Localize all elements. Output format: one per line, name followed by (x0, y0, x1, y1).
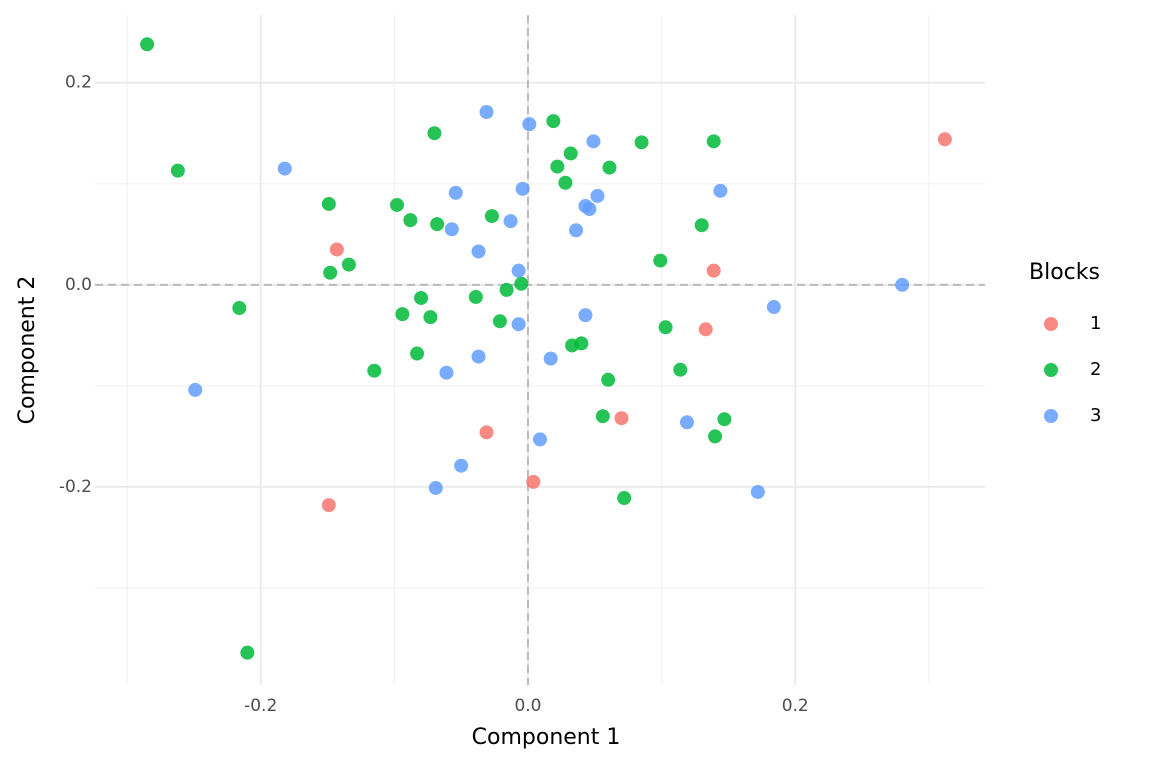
point (617, 491, 632, 506)
point (454, 458, 469, 473)
point (329, 242, 344, 257)
point (423, 310, 438, 325)
point (395, 307, 410, 322)
point (708, 429, 723, 444)
point (515, 181, 530, 196)
point (321, 196, 336, 211)
point (578, 308, 593, 323)
legend-marker (1044, 363, 1058, 377)
point (895, 277, 910, 292)
point (427, 126, 442, 141)
point (341, 257, 356, 272)
point (471, 349, 486, 364)
point (717, 412, 732, 427)
point (492, 314, 507, 329)
y-tick-label: 0.2 (65, 73, 92, 93)
point (240, 645, 255, 660)
point (658, 320, 673, 335)
point (170, 163, 185, 178)
point (484, 209, 499, 224)
point (706, 263, 721, 278)
point (550, 159, 565, 174)
legend-label: 2 (1090, 359, 1101, 380)
point (601, 372, 616, 387)
x-tick-label: 0.2 (782, 696, 809, 716)
point (140, 37, 155, 52)
point (499, 282, 514, 297)
point (634, 135, 649, 150)
point (323, 265, 338, 280)
point (679, 415, 694, 430)
point (750, 484, 765, 499)
point (410, 346, 425, 361)
point (403, 213, 418, 228)
point (653, 253, 668, 268)
point (522, 117, 537, 132)
point (543, 351, 558, 366)
point (428, 480, 443, 495)
point (713, 183, 728, 198)
legend-label: 1 (1090, 313, 1101, 334)
point (511, 263, 526, 278)
y-tick-label: 0.0 (65, 275, 92, 295)
point (546, 114, 561, 129)
point (586, 134, 601, 149)
legend-marker (1044, 317, 1058, 331)
point (367, 363, 382, 378)
legend-label: 3 (1090, 405, 1101, 426)
legend-marker (1044, 409, 1058, 423)
y-tick-label: -0.2 (59, 477, 92, 497)
x-tick-label: 0.0 (514, 696, 541, 716)
point (533, 432, 547, 447)
point (602, 160, 617, 175)
point (479, 105, 494, 120)
x-tick-label: -0.2 (244, 696, 277, 716)
point (232, 301, 247, 316)
point (582, 202, 597, 217)
point (430, 217, 445, 232)
point (526, 474, 541, 489)
point (937, 132, 952, 147)
legend-title: Blocks (1029, 260, 1100, 285)
point (468, 289, 483, 304)
point (503, 214, 518, 229)
y-axis-title: Component 2 (15, 276, 40, 425)
point (706, 134, 721, 149)
point (511, 317, 526, 332)
point (563, 146, 578, 161)
point (321, 498, 336, 513)
point (558, 175, 573, 190)
point (414, 290, 429, 305)
point (277, 161, 292, 176)
point (471, 244, 486, 259)
point (444, 222, 459, 237)
point (614, 411, 629, 426)
point (479, 425, 494, 440)
point (569, 223, 584, 238)
point (574, 336, 589, 351)
point (766, 300, 781, 315)
point (439, 365, 454, 380)
point (694, 218, 709, 233)
point (390, 197, 405, 212)
point (448, 185, 463, 200)
x-axis-title: Component 1 (472, 725, 621, 750)
point (514, 276, 529, 291)
point (698, 322, 713, 337)
point (590, 188, 605, 203)
point (673, 362, 688, 377)
point (188, 382, 203, 397)
point (595, 409, 610, 424)
